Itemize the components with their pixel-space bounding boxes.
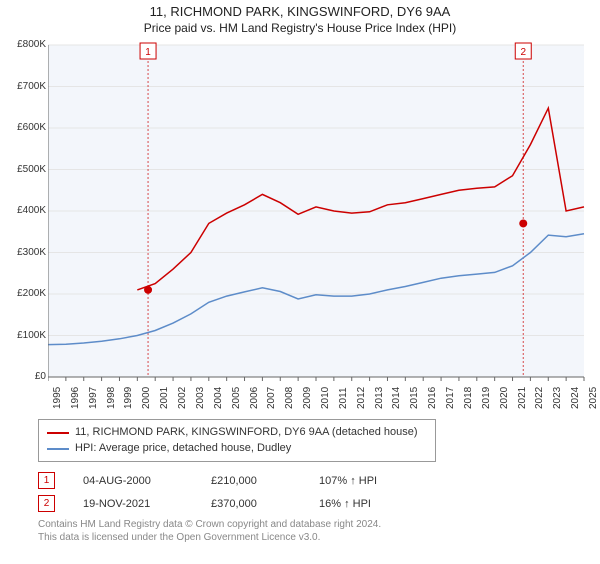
x-axis-label: 2013: [374, 387, 385, 409]
legend-swatch: [47, 448, 69, 450]
x-axis-label: 2015: [409, 387, 420, 409]
x-axis-label: 2004: [213, 387, 224, 409]
footer-line-2: This data is licensed under the Open Gov…: [38, 531, 600, 544]
x-axis-label: 2017: [445, 387, 456, 409]
y-axis-label: £700K: [2, 81, 46, 92]
x-axis-label: 2011: [338, 387, 349, 409]
chart-area: 12 £0£100K£200K£300K£400K£500K£600K£700K…: [48, 41, 590, 381]
x-axis-label: 2012: [356, 387, 367, 409]
legend-label: 11, RICHMOND PARK, KINGSWINFORD, DY6 9AA…: [75, 425, 418, 440]
page-title: 11, RICHMOND PARK, KINGSWINFORD, DY6 9AA: [0, 4, 600, 19]
transaction-row: 1 04-AUG-2000 £210,000 107% ↑ HPI: [38, 472, 600, 489]
y-axis-label: £200K: [2, 288, 46, 299]
x-axis-label: 1996: [70, 387, 81, 409]
transaction-date: 04-AUG-2000: [83, 475, 183, 487]
page-subtitle: Price paid vs. HM Land Registry's House …: [0, 21, 600, 35]
x-axis-label: 1998: [106, 387, 117, 409]
x-axis-label: 2022: [534, 387, 545, 409]
footer-text: Contains HM Land Registry data © Crown c…: [38, 518, 600, 544]
y-axis-label: £400K: [2, 205, 46, 216]
legend-swatch: [47, 432, 69, 434]
x-axis-label: 1999: [123, 387, 134, 409]
x-axis-label: 2024: [570, 387, 581, 409]
x-axis-label: 2001: [159, 387, 170, 409]
y-axis-label: £100K: [2, 330, 46, 341]
legend-label: HPI: Average price, detached house, Dudl…: [75, 441, 291, 456]
page-root: 11, RICHMOND PARK, KINGSWINFORD, DY6 9AA…: [0, 4, 600, 564]
y-axis-label: £600K: [2, 122, 46, 133]
x-axis-label: 2010: [320, 387, 331, 409]
price-chart: 12: [48, 41, 588, 381]
x-axis-label: 2014: [391, 387, 402, 409]
chart-badge: 1: [140, 43, 156, 59]
transaction-badge: 2: [38, 495, 55, 512]
chart-badge: 2: [515, 43, 531, 59]
x-axis-label: 2008: [284, 387, 295, 409]
y-axis-label: £500K: [2, 164, 46, 175]
legend-item: 11, RICHMOND PARK, KINGSWINFORD, DY6 9AA…: [47, 425, 427, 440]
x-axis-label: 2006: [249, 387, 260, 409]
transaction-row: 2 19-NOV-2021 £370,000 16% ↑ HPI: [38, 495, 600, 512]
x-axis-label: 2019: [481, 387, 492, 409]
transaction-table: 1 04-AUG-2000 £210,000 107% ↑ HPI 2 19-NOV-20…: [38, 472, 600, 512]
x-axis-label: 1997: [88, 387, 99, 409]
x-axis-label: 2002: [177, 387, 188, 409]
y-axis-label: £300K: [2, 247, 46, 258]
footer-line-1: Contains HM Land Registry data © Crown c…: [38, 518, 600, 531]
x-axis-label: 2025: [588, 387, 599, 409]
x-axis-label: 2021: [517, 387, 528, 409]
transaction-pct: 107% ↑ HPI: [319, 475, 419, 487]
svg-text:1: 1: [145, 47, 151, 58]
transaction-date: 19-NOV-2021: [83, 498, 183, 510]
transaction-price: £210,000: [211, 475, 291, 487]
x-axis-label: 1995: [52, 387, 63, 409]
transaction-badge: 1: [38, 472, 55, 489]
x-axis-label: 2005: [231, 387, 242, 409]
x-axis-label: 2000: [141, 387, 152, 409]
sale-marker: [144, 286, 152, 294]
x-axis-label: 2020: [499, 387, 510, 409]
legend-box: 11, RICHMOND PARK, KINGSWINFORD, DY6 9AA…: [38, 419, 436, 462]
legend-item: HPI: Average price, detached house, Dudl…: [47, 441, 427, 456]
x-axis-label: 2016: [427, 387, 438, 409]
x-axis-label: 2003: [195, 387, 206, 409]
x-axis-label: 2018: [463, 387, 474, 409]
y-axis-label: £0: [2, 371, 46, 382]
sale-marker: [519, 219, 527, 227]
transaction-pct: 16% ↑ HPI: [319, 498, 419, 510]
svg-text:2: 2: [520, 47, 526, 58]
y-axis-label: £800K: [2, 39, 46, 50]
x-axis-label: 2007: [266, 387, 277, 409]
x-axis-label: 2009: [302, 387, 313, 409]
transaction-price: £370,000: [211, 498, 291, 510]
x-axis-label: 2023: [552, 387, 563, 409]
